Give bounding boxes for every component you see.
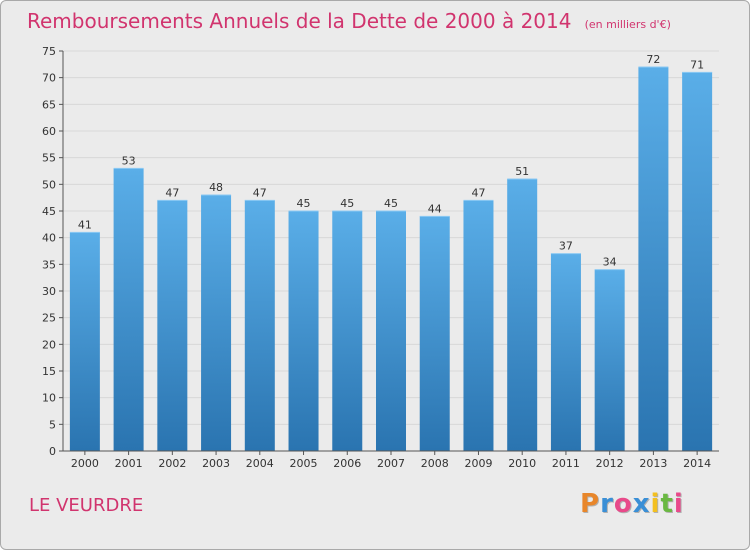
data-label-2005: 45 [297,197,311,210]
data-label-2011: 37 [559,240,573,253]
data-label-2008: 44 [428,202,442,215]
axes-layer: 0 5 10 15 20 25 30 35 40 45 50 55 60 65 70 75 2000 2001 20… [42,45,719,470]
x-tick-label-2001: 2001 [115,457,143,470]
y-tick-label-20: 20 [42,338,56,351]
bar-2003 [201,195,232,451]
bars-layer: 41 53 47 48 47 45 45 45 44 47 51 37 34 72 71 [69,53,713,452]
bar-2014 [682,72,713,451]
y-tick-label-60: 60 [42,125,56,138]
logo-letter: t [660,489,674,519]
data-label-2006: 45 [340,197,354,210]
logo-letter: o [613,489,633,519]
bar-2005 [288,211,319,451]
logo-letter: i [650,489,661,519]
bar-2000 [69,232,100,451]
data-label-2004: 47 [253,186,267,199]
x-tick-label-2011: 2011 [552,457,580,470]
bar-2013 [638,67,669,451]
y-tick-label-35: 35 [42,258,56,271]
x-tick-label-2014: 2014 [683,457,711,470]
y-tick-label-25: 25 [42,312,56,325]
data-label-2014: 71 [690,58,704,71]
x-tick-label-2005: 2005 [290,457,318,470]
x-tick-label-2013: 2013 [639,457,667,470]
bar-2006 [332,211,363,451]
data-label-2003: 48 [209,181,223,194]
bar-2011 [550,253,581,451]
x-tick-label-2008: 2008 [421,457,449,470]
logo-letter: x [632,489,651,519]
data-label-2007: 45 [384,197,398,210]
y-tick-label-55: 55 [42,152,56,165]
data-label-2001: 53 [122,154,136,167]
y-tick-label-70: 70 [42,72,56,85]
x-tick-label-2000: 2000 [71,457,99,470]
y-tick-label-30: 30 [42,285,56,298]
bar-2012 [594,269,625,451]
y-tick-label-5: 5 [49,418,56,431]
logo-letter: i [673,489,684,519]
y-tick-label-65: 65 [42,98,56,111]
y-tick-label-10: 10 [42,392,56,405]
x-tick-label-2003: 2003 [202,457,230,470]
bar-2002 [157,200,188,451]
y-tick-label-40: 40 [42,232,56,245]
data-label-2010: 51 [515,165,529,178]
y-tick-label-45: 45 [42,205,56,218]
x-tick-label-2006: 2006 [333,457,361,470]
y-tick-label-75: 75 [42,45,56,58]
bar-2009 [463,200,494,451]
bar-2010 [507,179,538,451]
bar-2007 [376,211,406,451]
y-tick-label-0: 0 [49,445,56,458]
bar-2004 [244,200,275,451]
logo-letter: r [600,489,614,519]
x-tick-label-2009: 2009 [464,457,492,470]
x-tick-label-2002: 2002 [158,457,186,470]
data-label-2002: 47 [165,186,179,199]
commune-name: LE VEURDRE [29,495,144,516]
proxiti-logo[interactable]: Proxiti [580,489,684,519]
x-tick-label-2004: 2004 [246,457,274,470]
logo-letter: P [580,489,601,519]
x-tick-label-2012: 2012 [596,457,624,470]
data-label-2012: 34 [603,256,617,269]
bar-2008 [419,216,450,451]
data-label-2009: 47 [471,186,485,199]
chart-title-text: Remboursements Annuels de la Dette de 20… [27,9,572,33]
x-tick-label-2010: 2010 [508,457,536,470]
chart-unit-text: (en milliers d'€) [584,18,671,31]
chart-title: Remboursements Annuels de la Dette de 20… [27,9,671,33]
bar-2001 [113,168,144,452]
x-tick-label-2007: 2007 [377,457,405,470]
data-label-2000: 41 [78,218,92,231]
data-label-2013: 72 [646,53,660,66]
y-tick-label-15: 15 [42,365,56,378]
y-tick-label-50: 50 [42,178,56,191]
